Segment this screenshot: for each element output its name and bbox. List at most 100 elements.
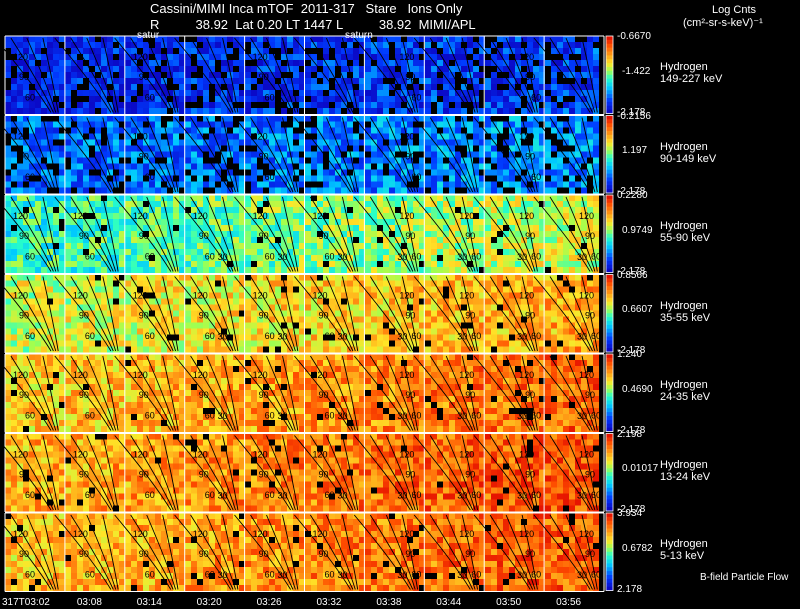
contour-label: 60 (205, 569, 215, 579)
contour-label: 60 (471, 410, 481, 420)
contour-label: 30 (397, 411, 407, 421)
colorbar-mid-6: 0.01017 (622, 463, 659, 475)
contour-label: 60 (325, 569, 335, 579)
contour-label: 60 (145, 172, 155, 182)
colorbar-5 (605, 353, 614, 432)
colorbar-max-6: 2.198 (617, 428, 643, 440)
energy-label-5: 24-35 keV (660, 391, 711, 404)
contour-label: 90 (259, 151, 269, 161)
contour-label: 120 (519, 370, 534, 380)
contour-label: 120 (579, 211, 594, 221)
contour-label: 120 (133, 131, 148, 141)
contour-label: 120 (13, 211, 28, 221)
contour-label: 90 (585, 310, 595, 320)
contour-label: 30 (517, 252, 527, 262)
contour-label: 120 (313, 370, 328, 380)
panel-1: 120 90 60 120 90 60 120 90 60 120 90 60 120 90 60 (0, 35, 605, 115)
species-label-7: Hydrogen (660, 538, 708, 551)
contour-label: 60 (325, 331, 335, 341)
contour-label: 90 (465, 231, 475, 241)
contour-label: 60 (265, 331, 275, 341)
contour-label: 90 (139, 390, 149, 400)
contour-label: 120 (193, 211, 208, 221)
contour-label: 60 (531, 410, 541, 420)
contour-label: 120 (399, 131, 414, 141)
contour-label: 60 (25, 331, 35, 341)
contour-label: 30 (278, 411, 288, 421)
contour-label: 60 (411, 569, 421, 579)
contour-label: 30 (218, 252, 228, 262)
contour-label: 30 (278, 491, 288, 501)
energy-label-2: 90-149 keV (660, 152, 717, 165)
time-tick-0: 317T03:02 (2, 597, 50, 608)
contour-label: 120 (579, 529, 594, 539)
footer-note: B-field Particle Flow (700, 572, 789, 583)
contour-label: 90 (525, 390, 535, 400)
contour-label: 60 (531, 251, 541, 261)
contour-label: 90 (319, 390, 329, 400)
contour-label: 90 (405, 151, 415, 161)
contour-label: 120 (519, 290, 534, 300)
energy-label-4: 35-55 keV (660, 311, 711, 324)
contour-label: 90 (405, 469, 415, 479)
panel-2: 120 90 60 120 90 60 120 90 60 120 90 60 120 90 60 (0, 115, 605, 195)
contour-label: 120 (399, 449, 414, 459)
contour-label: 30 (397, 491, 407, 501)
contour-label: 90 (139, 151, 149, 161)
contour-label: 90 (585, 390, 595, 400)
time-tick-1: 03:08 (76, 597, 102, 608)
contour-label: 60 (85, 569, 95, 579)
contour-label: 60 (411, 172, 421, 182)
units-title: Log Cnts (712, 4, 757, 16)
colorbar-max-1: -0.6670 (617, 31, 651, 42)
contour-label: 120 (253, 131, 268, 141)
contour-label: 60 (325, 251, 335, 261)
contour-label: 60 (145, 490, 155, 500)
contour-label: 120 (193, 370, 208, 380)
contour-label: 60 (265, 490, 275, 500)
contour-label: 90 (319, 469, 329, 479)
contour-label: 30 (337, 411, 347, 421)
contour-label: 120 (519, 211, 534, 221)
contour-label: 60 (265, 172, 275, 182)
contour-label: 30 (397, 570, 407, 580)
contour-label: 60 (591, 490, 601, 500)
contour-label: 90 (79, 390, 89, 400)
contour-label: 60 (411, 490, 421, 500)
colorbar-7 (605, 512, 614, 591)
contour-label: 60 (591, 410, 601, 420)
contour-label: 120 (133, 211, 148, 221)
contour-label: 120 (253, 449, 268, 459)
saturn-label-2: saturn (345, 30, 373, 41)
contour-label: 120 (73, 449, 88, 459)
contour-label: 60 (205, 331, 215, 341)
contour-label: 120 (133, 52, 148, 62)
time-tick-6: 03:38 (376, 597, 402, 608)
contour-label: 60 (591, 569, 601, 579)
contour-label: 60 (85, 410, 95, 420)
contour-label: 60 (471, 251, 481, 261)
contour-label: 30 (577, 332, 587, 342)
contour-label: 90 (139, 469, 149, 479)
contour-label: 120 (399, 370, 414, 380)
contour-label: 120 (193, 449, 208, 459)
contour-label: 120 (73, 211, 88, 221)
colorbar-min-7: 2.178 (617, 583, 643, 595)
contour-label: 90 (19, 390, 29, 400)
contour-label: 30 (397, 332, 407, 342)
contour-label: 60 (531, 490, 541, 500)
colorbar-min-1: -2.178 (617, 106, 646, 118)
contour-label: 90 (259, 549, 269, 559)
colorbar-min-2: -2.178 (617, 186, 646, 197)
colorbar-mid-4: 0.6607 (622, 304, 653, 316)
contour-label: 120 (459, 211, 474, 221)
contour-label: 90 (405, 72, 415, 82)
contour-label: 120 (133, 529, 148, 539)
contour-label: 60 (471, 569, 481, 579)
contour-label: 90 (405, 231, 415, 241)
contour-label: 90 (585, 469, 595, 479)
time-tick-5: 03:32 (316, 597, 342, 608)
